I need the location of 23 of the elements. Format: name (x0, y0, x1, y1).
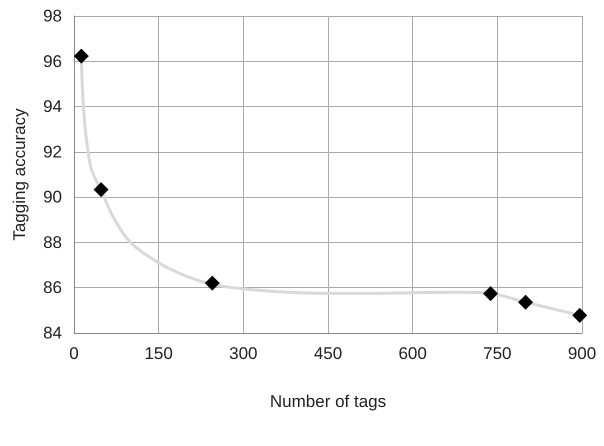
y-tick-label: 94 (43, 97, 62, 116)
point (94, 182, 109, 198)
point (572, 308, 588, 323)
x-tick-label: 600 (398, 344, 427, 363)
point (518, 294, 534, 310)
y-tick-label: 84 (43, 324, 62, 342)
y-tick-label: 98 (43, 6, 62, 26)
y-tick-label: 88 (43, 232, 62, 252)
y-tick-label: 92 (43, 142, 62, 162)
x-tick-label: 900 (568, 344, 596, 363)
x-tick-label: 450 (314, 344, 342, 363)
point (204, 276, 220, 291)
x-tick-label: 0 (69, 344, 79, 363)
y-tick-label: 90 (43, 188, 62, 207)
x-axis-title: Number of tags (270, 392, 386, 411)
y-axis-title: Tagging accuracy (10, 108, 29, 241)
y-tick-label: 96 (43, 52, 62, 71)
x-tick-label: 150 (144, 344, 173, 363)
point (74, 48, 89, 64)
y-tick-label: 86 (43, 278, 62, 298)
x-tick-label: 300 (229, 344, 258, 363)
point (483, 286, 498, 302)
x-tick-label: 750 (483, 344, 512, 363)
